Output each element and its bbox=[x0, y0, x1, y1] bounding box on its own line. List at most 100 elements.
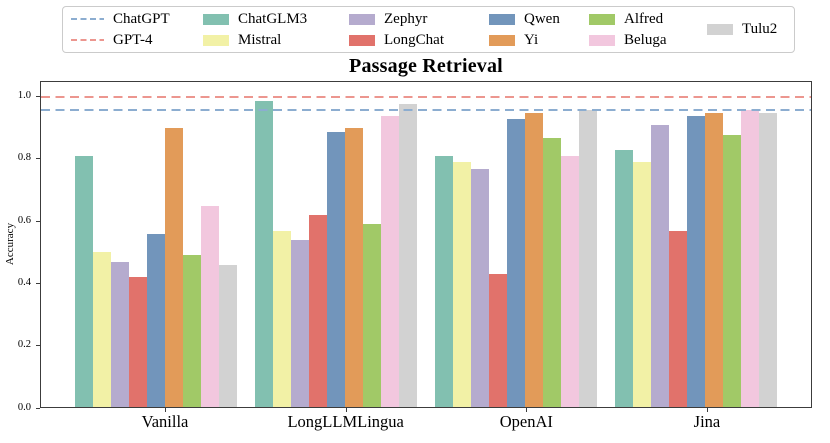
bar-tulu2-longllmlingua bbox=[399, 103, 417, 407]
bar-chatglm3-longllmlingua bbox=[255, 100, 273, 407]
bar-qwen-longllmlingua bbox=[327, 131, 345, 407]
bar-mistral-longllmlingua bbox=[273, 230, 291, 407]
y-tick-mark bbox=[36, 407, 40, 409]
legend-column: Alfred Beluga bbox=[589, 10, 707, 50]
x-category-jina: Jina bbox=[626, 408, 788, 431]
legend-entry-gpt-4: GPT-4 bbox=[71, 31, 203, 50]
x-tick-label-vanilla: Vanilla bbox=[141, 412, 189, 431]
bar-qwen-openai bbox=[507, 119, 525, 407]
chatgpt-dash-key-icon bbox=[71, 17, 104, 21]
legend-label-alfred: Alfred bbox=[624, 10, 664, 27]
bar-beluga-jina bbox=[741, 109, 759, 407]
legend-entry-yi: Yi bbox=[489, 31, 589, 50]
legend-label-chatglm3: ChatGLM3 bbox=[238, 10, 308, 27]
yi-swatch-icon bbox=[489, 34, 515, 46]
bar-beluga-vanilla bbox=[201, 205, 219, 407]
bar-qwen-jina bbox=[687, 116, 705, 407]
legend-label-qwen: Qwen bbox=[524, 10, 560, 27]
bar-tulu2-vanilla bbox=[219, 264, 237, 407]
x-tick-mark bbox=[706, 408, 708, 412]
x-tick-label-openai: OpenAI bbox=[499, 412, 553, 431]
bar-zephyr-longllmlingua bbox=[291, 239, 309, 407]
x-tick-mark bbox=[526, 408, 528, 412]
x-tick-mark bbox=[165, 408, 166, 412]
bar-mistral-vanilla bbox=[93, 252, 111, 407]
x-category-longllmlingua: LongLLMLingua bbox=[265, 408, 427, 431]
bar-longchat-openai bbox=[489, 273, 507, 407]
mistral-swatch-icon bbox=[203, 34, 229, 46]
legend-column: Tulu2 bbox=[707, 20, 786, 39]
y-tick-label-1.0: 1.0 bbox=[17, 90, 31, 102]
legend-column: ChatGLM3 Mistral bbox=[203, 10, 349, 50]
y-tick-label-0.8: 0.8 bbox=[17, 152, 31, 164]
bar-group-longllmlingua bbox=[255, 82, 417, 407]
bar-mistral-openai bbox=[453, 162, 471, 407]
legend-label-longchat: LongChat bbox=[384, 31, 444, 48]
bar-alfred-jina bbox=[723, 134, 741, 407]
legend-label-beluga: Beluga bbox=[624, 31, 667, 48]
y-tick-mark bbox=[36, 158, 40, 160]
legend-entry-alfred: Alfred bbox=[589, 10, 707, 29]
bar-yi-vanilla bbox=[165, 128, 183, 407]
plot-area bbox=[40, 81, 812, 408]
reference-line-chatgpt bbox=[41, 108, 811, 111]
legend-entry-qwen: Qwen bbox=[489, 10, 589, 29]
y-tick-mark bbox=[36, 345, 40, 347]
y-tick-label-0.4: 0.4 bbox=[17, 276, 31, 288]
legend-entry-longchat: LongChat bbox=[349, 31, 489, 50]
reference-line-gpt-4 bbox=[41, 96, 811, 99]
legend-entry-chatgpt: ChatGPT bbox=[71, 10, 203, 29]
beluga-swatch-icon bbox=[589, 34, 615, 46]
x-tick-label-jina: Jina bbox=[693, 412, 721, 431]
longchat-swatch-icon bbox=[349, 34, 375, 46]
x-tick-mark bbox=[345, 408, 347, 412]
y-tick-mark bbox=[36, 282, 40, 284]
bar-yi-openai bbox=[525, 112, 543, 407]
bar-beluga-openai bbox=[561, 156, 579, 407]
legend-label-mistral: Mistral bbox=[238, 31, 282, 48]
legend-column: Qwen Yi bbox=[489, 10, 589, 50]
legend-entry-zephyr: Zephyr bbox=[349, 10, 489, 29]
bar-longchat-vanilla bbox=[129, 277, 147, 407]
y-tick-mark bbox=[36, 96, 40, 98]
gpt-4-dash-key-icon bbox=[71, 38, 104, 42]
tulu2-swatch-icon bbox=[707, 24, 733, 35]
bar-chatglm3-vanilla bbox=[75, 156, 93, 407]
bar-chatglm3-openai bbox=[435, 156, 453, 407]
bar-groups bbox=[41, 82, 811, 407]
y-tick-label-0.6: 0.6 bbox=[17, 214, 31, 226]
bar-chatglm3-jina bbox=[615, 150, 633, 407]
bar-group-vanilla bbox=[75, 82, 237, 407]
alfred-swatch-icon bbox=[589, 13, 615, 25]
legend-label-zephyr: Zephyr bbox=[384, 10, 428, 27]
bar-zephyr-jina bbox=[651, 125, 669, 407]
bar-tulu2-jina bbox=[759, 112, 777, 407]
legend-entry-beluga: Beluga bbox=[589, 31, 707, 50]
bar-yi-jina bbox=[705, 112, 723, 407]
bar-longchat-longllmlingua bbox=[309, 215, 327, 407]
chatglm3-swatch-icon bbox=[203, 13, 229, 25]
qwen-swatch-icon bbox=[489, 13, 515, 25]
bar-tulu2-openai bbox=[579, 109, 597, 407]
bar-group-jina bbox=[615, 82, 777, 407]
legend-column: Zephyr LongChat bbox=[349, 10, 489, 50]
legend-entry-tulu2: Tulu2 bbox=[707, 20, 786, 39]
bar-alfred-openai bbox=[543, 137, 561, 407]
chart-title: Passage Retrieval bbox=[349, 55, 503, 77]
x-tick-label-longllmlingua: LongLLMLingua bbox=[287, 412, 404, 431]
bar-alfred-vanilla bbox=[183, 255, 201, 407]
bar-alfred-longllmlingua bbox=[363, 224, 381, 407]
legend-entry-mistral: Mistral bbox=[203, 31, 349, 50]
bar-yi-longllmlingua bbox=[345, 128, 363, 407]
bar-zephyr-openai bbox=[471, 168, 489, 407]
legend-label-chatgpt: ChatGPT bbox=[113, 10, 170, 27]
bar-longchat-jina bbox=[669, 230, 687, 407]
legend-column: ChatGPT GPT-4 bbox=[71, 10, 203, 50]
x-axis-labels: Vanilla LongLLMLingua OpenAI Jina bbox=[40, 408, 812, 431]
legend-label-yi: Yi bbox=[524, 31, 539, 48]
x-category-openai: OpenAI bbox=[445, 408, 607, 431]
legend-entry-chatglm3: ChatGLM3 bbox=[203, 10, 349, 29]
legend-label-tulu2: Tulu2 bbox=[742, 21, 778, 37]
bar-qwen-vanilla bbox=[147, 233, 165, 407]
